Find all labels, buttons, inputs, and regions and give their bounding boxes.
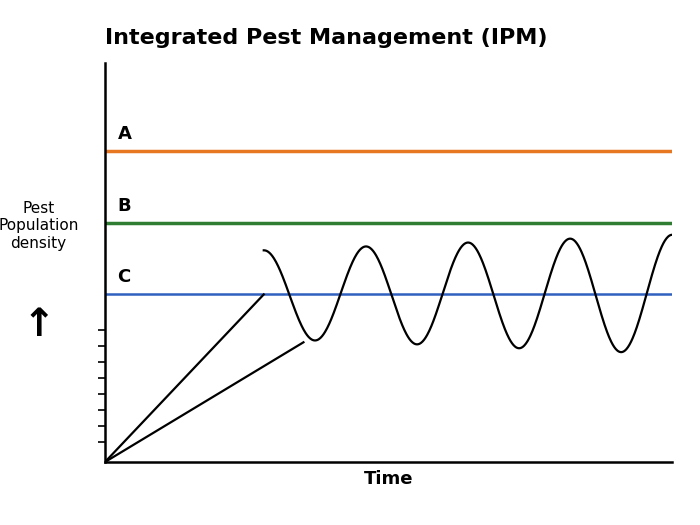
Text: Integrated Pest Management (IPM): Integrated Pest Management (IPM) — [105, 27, 547, 48]
Text: ↑: ↑ — [22, 307, 55, 344]
Text: Pest
Population
density: Pest Population density — [0, 201, 78, 250]
Text: A: A — [118, 125, 132, 143]
X-axis label: Time: Time — [364, 470, 413, 488]
Text: B: B — [118, 197, 131, 215]
Text: C: C — [118, 268, 131, 287]
